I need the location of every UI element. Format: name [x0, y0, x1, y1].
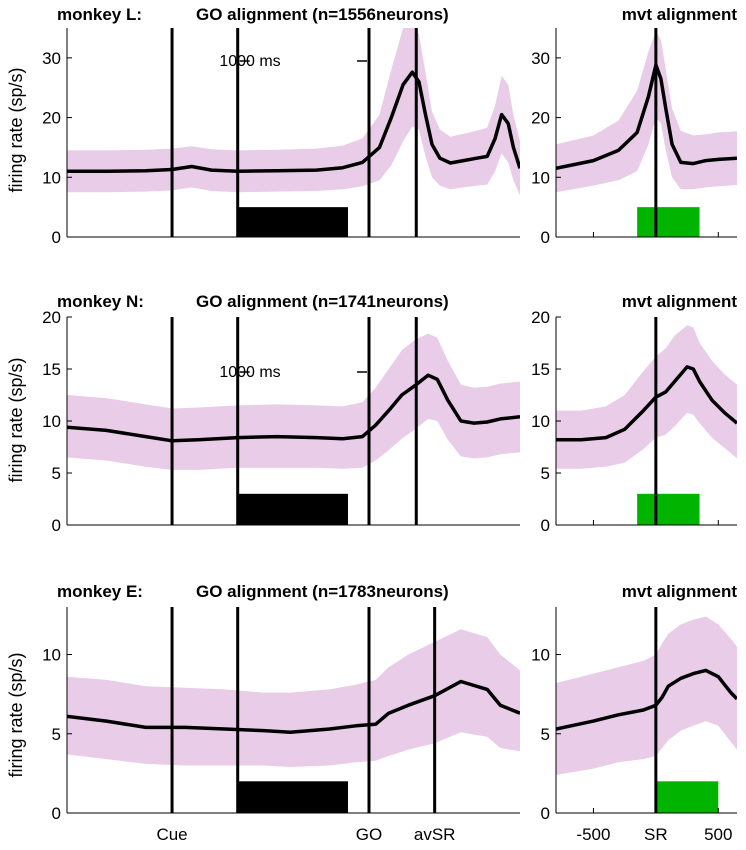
y-tick-label: 20 [42, 109, 61, 128]
mean-firing-rate-line [556, 365, 737, 442]
row2-title-left: monkey N: [57, 292, 144, 311]
confidence-band [556, 325, 737, 469]
confidence-band [556, 31, 737, 193]
confidence-band [67, 28, 520, 196]
go-plot-area [67, 333, 520, 525]
row3-mvt-panel: 0 5 10 [531, 607, 737, 823]
y-tick-label: 5 [52, 725, 61, 744]
y-tick-label: 15 [531, 360, 550, 379]
y-tick-label: 0 [52, 804, 61, 823]
y-tick-label: 30 [531, 49, 550, 68]
x-axis-labels: Cue GO avSR -500 SR 500 [156, 825, 732, 844]
mvt-plot-area [556, 31, 737, 237]
mvt-plot-area [556, 616, 737, 813]
confidence-band [67, 629, 520, 767]
y-tick-label: 0 [541, 516, 550, 535]
mvt-x-tick-label: SR [644, 825, 668, 844]
mean-firing-rate-line [556, 668, 737, 731]
row1-y-axis-label: firing rate (sp/s) [6, 67, 26, 192]
mean-firing-rate-line [67, 70, 520, 174]
delay-epoch-bar [237, 207, 348, 237]
row2-title-go: GO alignment (n=1741neurons) [196, 292, 449, 311]
y-tick-label: 20 [42, 308, 61, 327]
delay-epoch-bar [237, 493, 348, 525]
mvt-x-tick-label: 500 [704, 825, 732, 844]
y-tick-label: 0 [541, 804, 550, 823]
y-tick-label: 5 [541, 464, 550, 483]
x-tick-label-go: GO [356, 825, 382, 844]
row1-title-mvt: mvt alignment [622, 5, 738, 24]
movement-epoch-bar [637, 207, 700, 237]
row1-mvt-panel: 0 10 20 30 [531, 28, 737, 247]
y-tick-label: 10 [531, 412, 550, 431]
mean-firing-rate-line [67, 373, 520, 443]
x-tick-label-cue: Cue [156, 825, 187, 844]
y-tick-label: 10 [42, 168, 61, 187]
confidence-band [67, 333, 520, 470]
y-tick-label: 30 [42, 49, 61, 68]
confidence-band [556, 616, 737, 775]
y-tick-label: 20 [531, 109, 550, 128]
row3-title-left: monkey E: [57, 582, 143, 601]
row3-y-axis-label: firing rate (sp/s) [6, 652, 26, 777]
row3-title-go: GO alignment (n=1783neurons) [196, 582, 449, 601]
y-tick-label: 0 [52, 228, 61, 247]
y-tick-label: 0 [541, 228, 550, 247]
row1-title-left: monkey L: [57, 5, 142, 24]
y-tick-label: 5 [541, 725, 550, 744]
y-tick-label: 20 [531, 308, 550, 327]
row3-go-panel: 0 5 10 [42, 607, 520, 823]
mvt-x-tick-label: -500 [576, 825, 610, 844]
y-tick-label: 10 [531, 168, 550, 187]
y-tick-label: 15 [42, 360, 61, 379]
y-tick-label: 10 [42, 646, 61, 665]
row2-scale-label: 1000 ms [219, 364, 280, 381]
row2-mvt-panel: 0 5 10 15 20 [531, 308, 737, 535]
row-monkey-N: monkey N: GO alignment (n=1741neurons) m… [6, 292, 737, 535]
mean-firing-rate-line [556, 63, 737, 171]
y-tick-label: 0 [52, 516, 61, 535]
row3-title-mvt: mvt alignment [622, 582, 738, 601]
movement-epoch-bar [655, 781, 719, 813]
y-tick-label: 10 [531, 646, 550, 665]
row-monkey-E: monkey E: GO alignment (n=1783neurons) m… [6, 582, 737, 823]
row1-go-panel: 0 10 20 30 [42, 28, 520, 247]
row-monkey-L: monkey L: GO alignment (n=1556neurons) m… [6, 5, 737, 247]
go-plot-area [67, 629, 520, 813]
row1-title-go: GO alignment (n=1556neurons) [196, 5, 449, 24]
delay-epoch-bar [237, 781, 348, 813]
go-plot-area [67, 28, 520, 237]
row1-scale-label: 1000 ms [219, 53, 280, 70]
row2-title-mvt: mvt alignment [622, 292, 738, 311]
row2-y-axis-label: firing rate (sp/s) [6, 357, 26, 482]
movement-epoch-bar [637, 493, 700, 525]
x-tick-label-avsr: avSR [414, 825, 456, 844]
y-tick-label: 10 [42, 412, 61, 431]
mvt-plot-area [556, 325, 737, 525]
y-tick-label: 5 [52, 464, 61, 483]
row2-go-panel: 0 5 10 15 20 [42, 308, 520, 535]
